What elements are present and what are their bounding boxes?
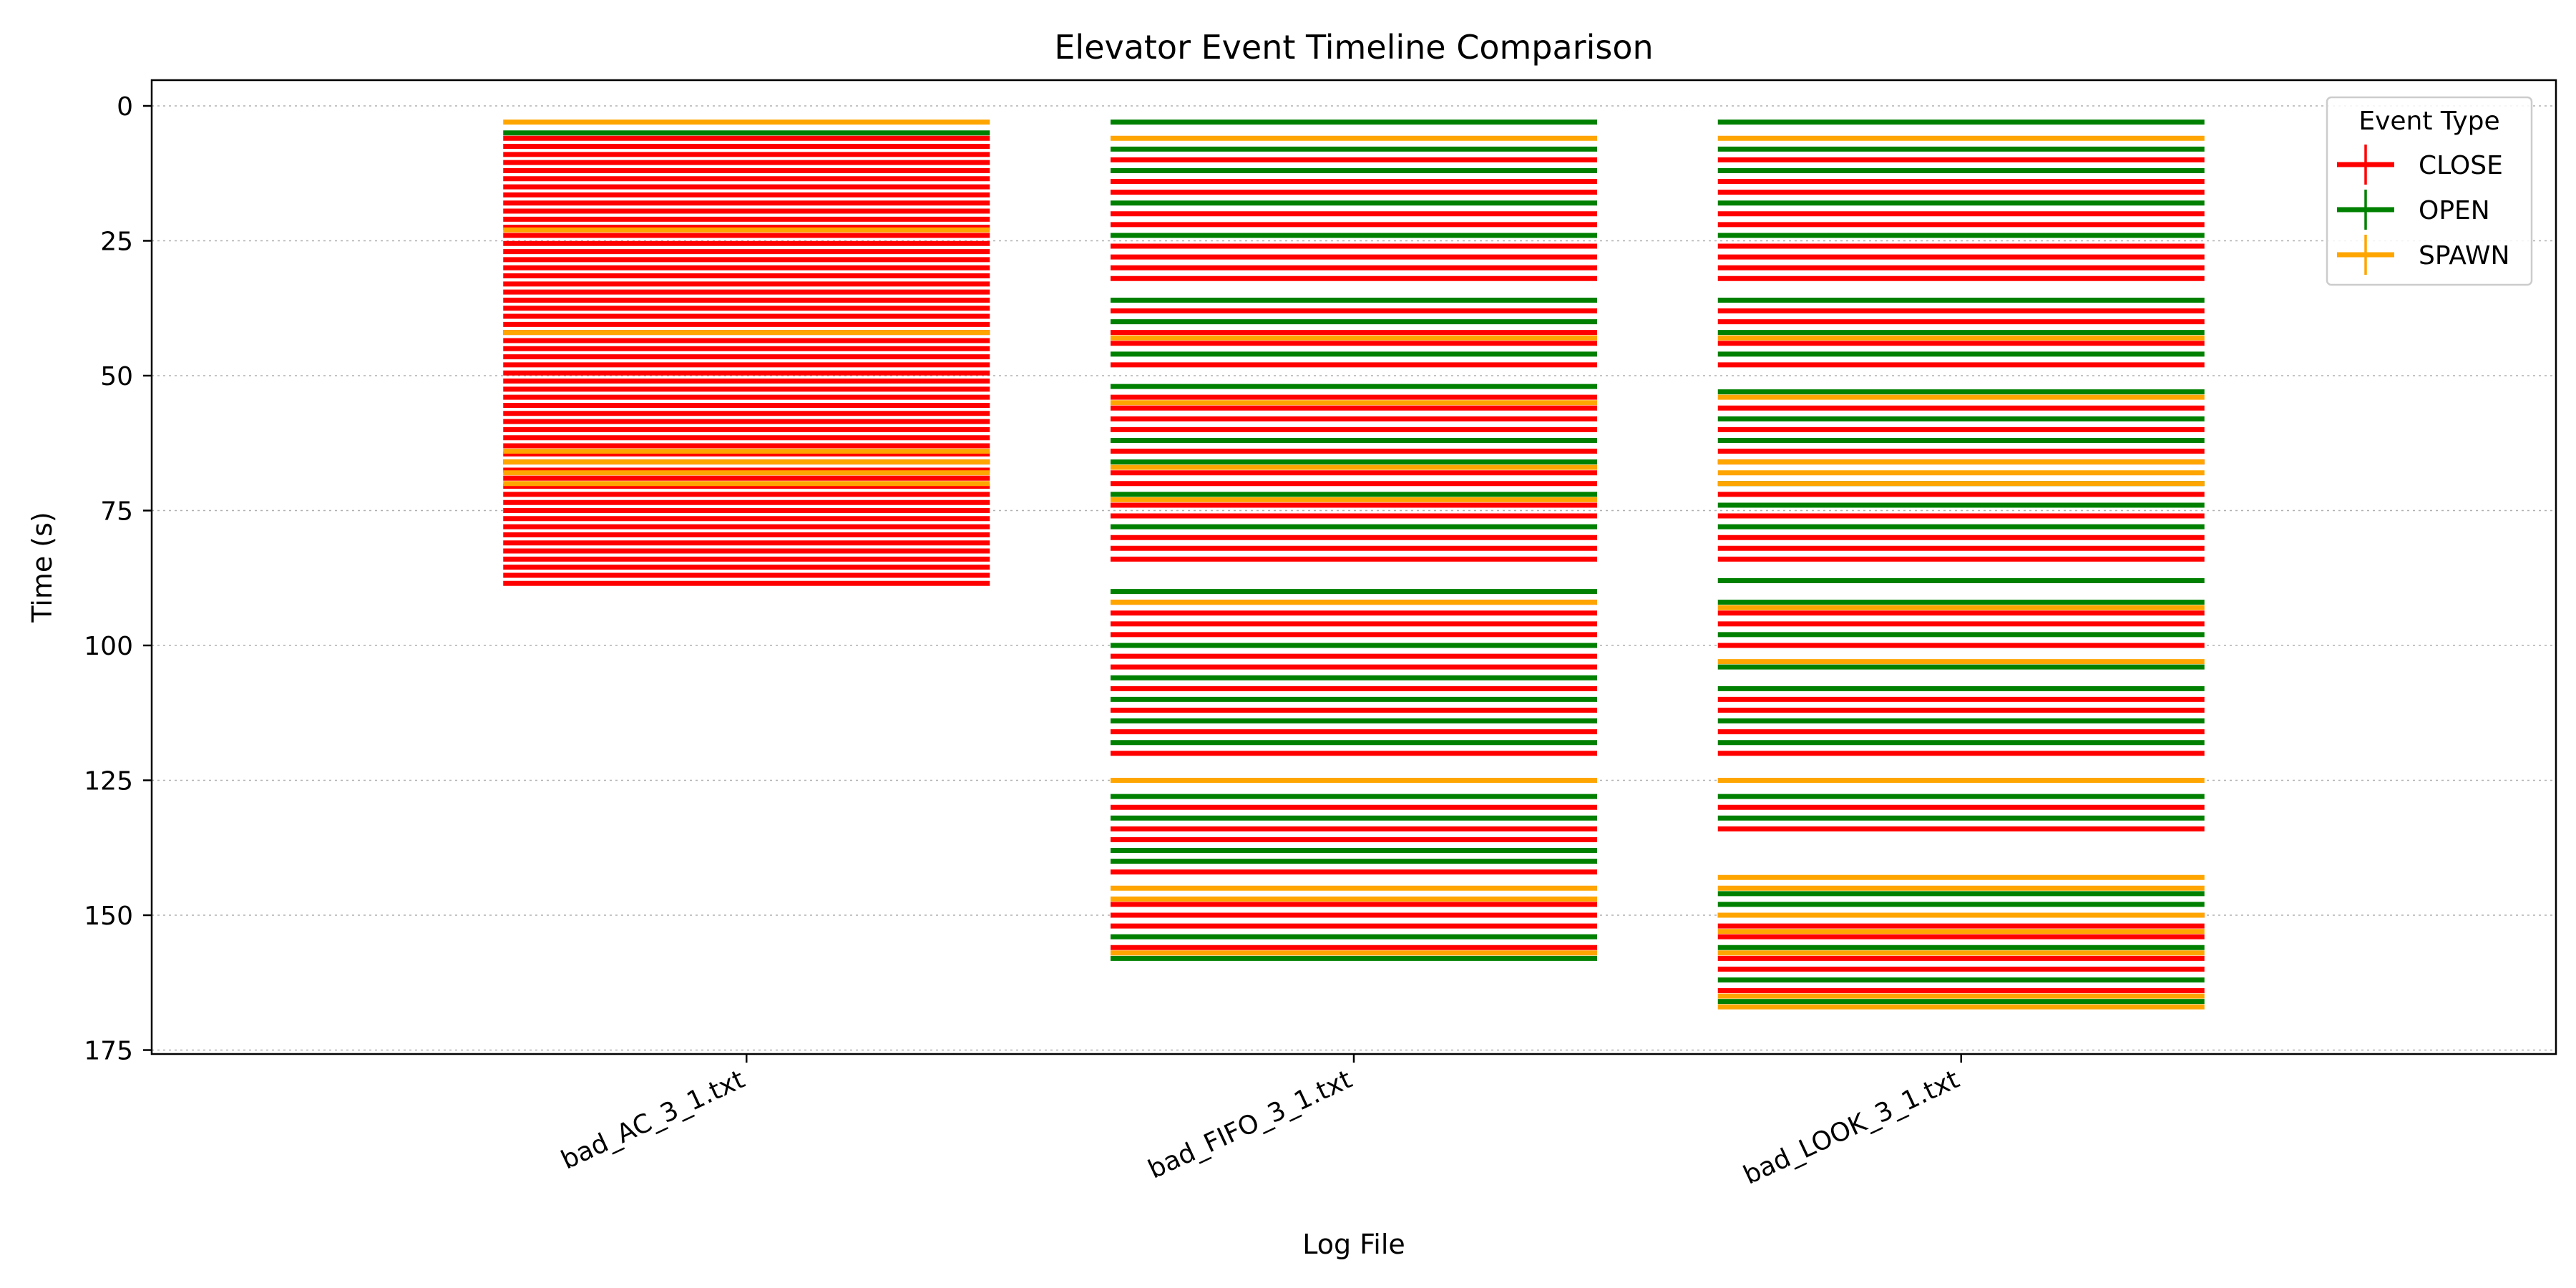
y-tick-label: 175 bbox=[84, 1037, 133, 1066]
legend: Event Type CLOSE OPEN SPAWN bbox=[2326, 96, 2533, 286]
legend-label-spawn: SPAWN bbox=[2419, 241, 2509, 270]
y-tick-label: 25 bbox=[100, 228, 133, 257]
x-axis-label: Log File bbox=[1302, 1229, 1405, 1260]
legend-entries: CLOSE OPEN SPAWN bbox=[2337, 145, 2509, 275]
y-axis-label: Time (s) bbox=[26, 512, 58, 623]
y-tick-label: 75 bbox=[100, 497, 133, 527]
legend-title: Event Type bbox=[2358, 107, 2499, 136]
legend-label-close: CLOSE bbox=[2419, 151, 2503, 180]
chart-title: Elevator Event Timeline Comparison bbox=[1054, 28, 1653, 67]
legend-box bbox=[2326, 96, 2533, 286]
y-tick-label: 150 bbox=[84, 902, 133, 931]
legend-label-open: OPEN bbox=[2419, 196, 2490, 225]
y-tick-label: 100 bbox=[84, 632, 133, 661]
y-axis-ticks: 0 25 50 75 100 125 150 175 bbox=[84, 92, 152, 1066]
y-tick-label: 50 bbox=[100, 362, 133, 391]
y-tick-label: 0 bbox=[117, 92, 133, 122]
y-tick-label: 125 bbox=[84, 767, 133, 796]
event-marks bbox=[503, 119, 2205, 1010]
